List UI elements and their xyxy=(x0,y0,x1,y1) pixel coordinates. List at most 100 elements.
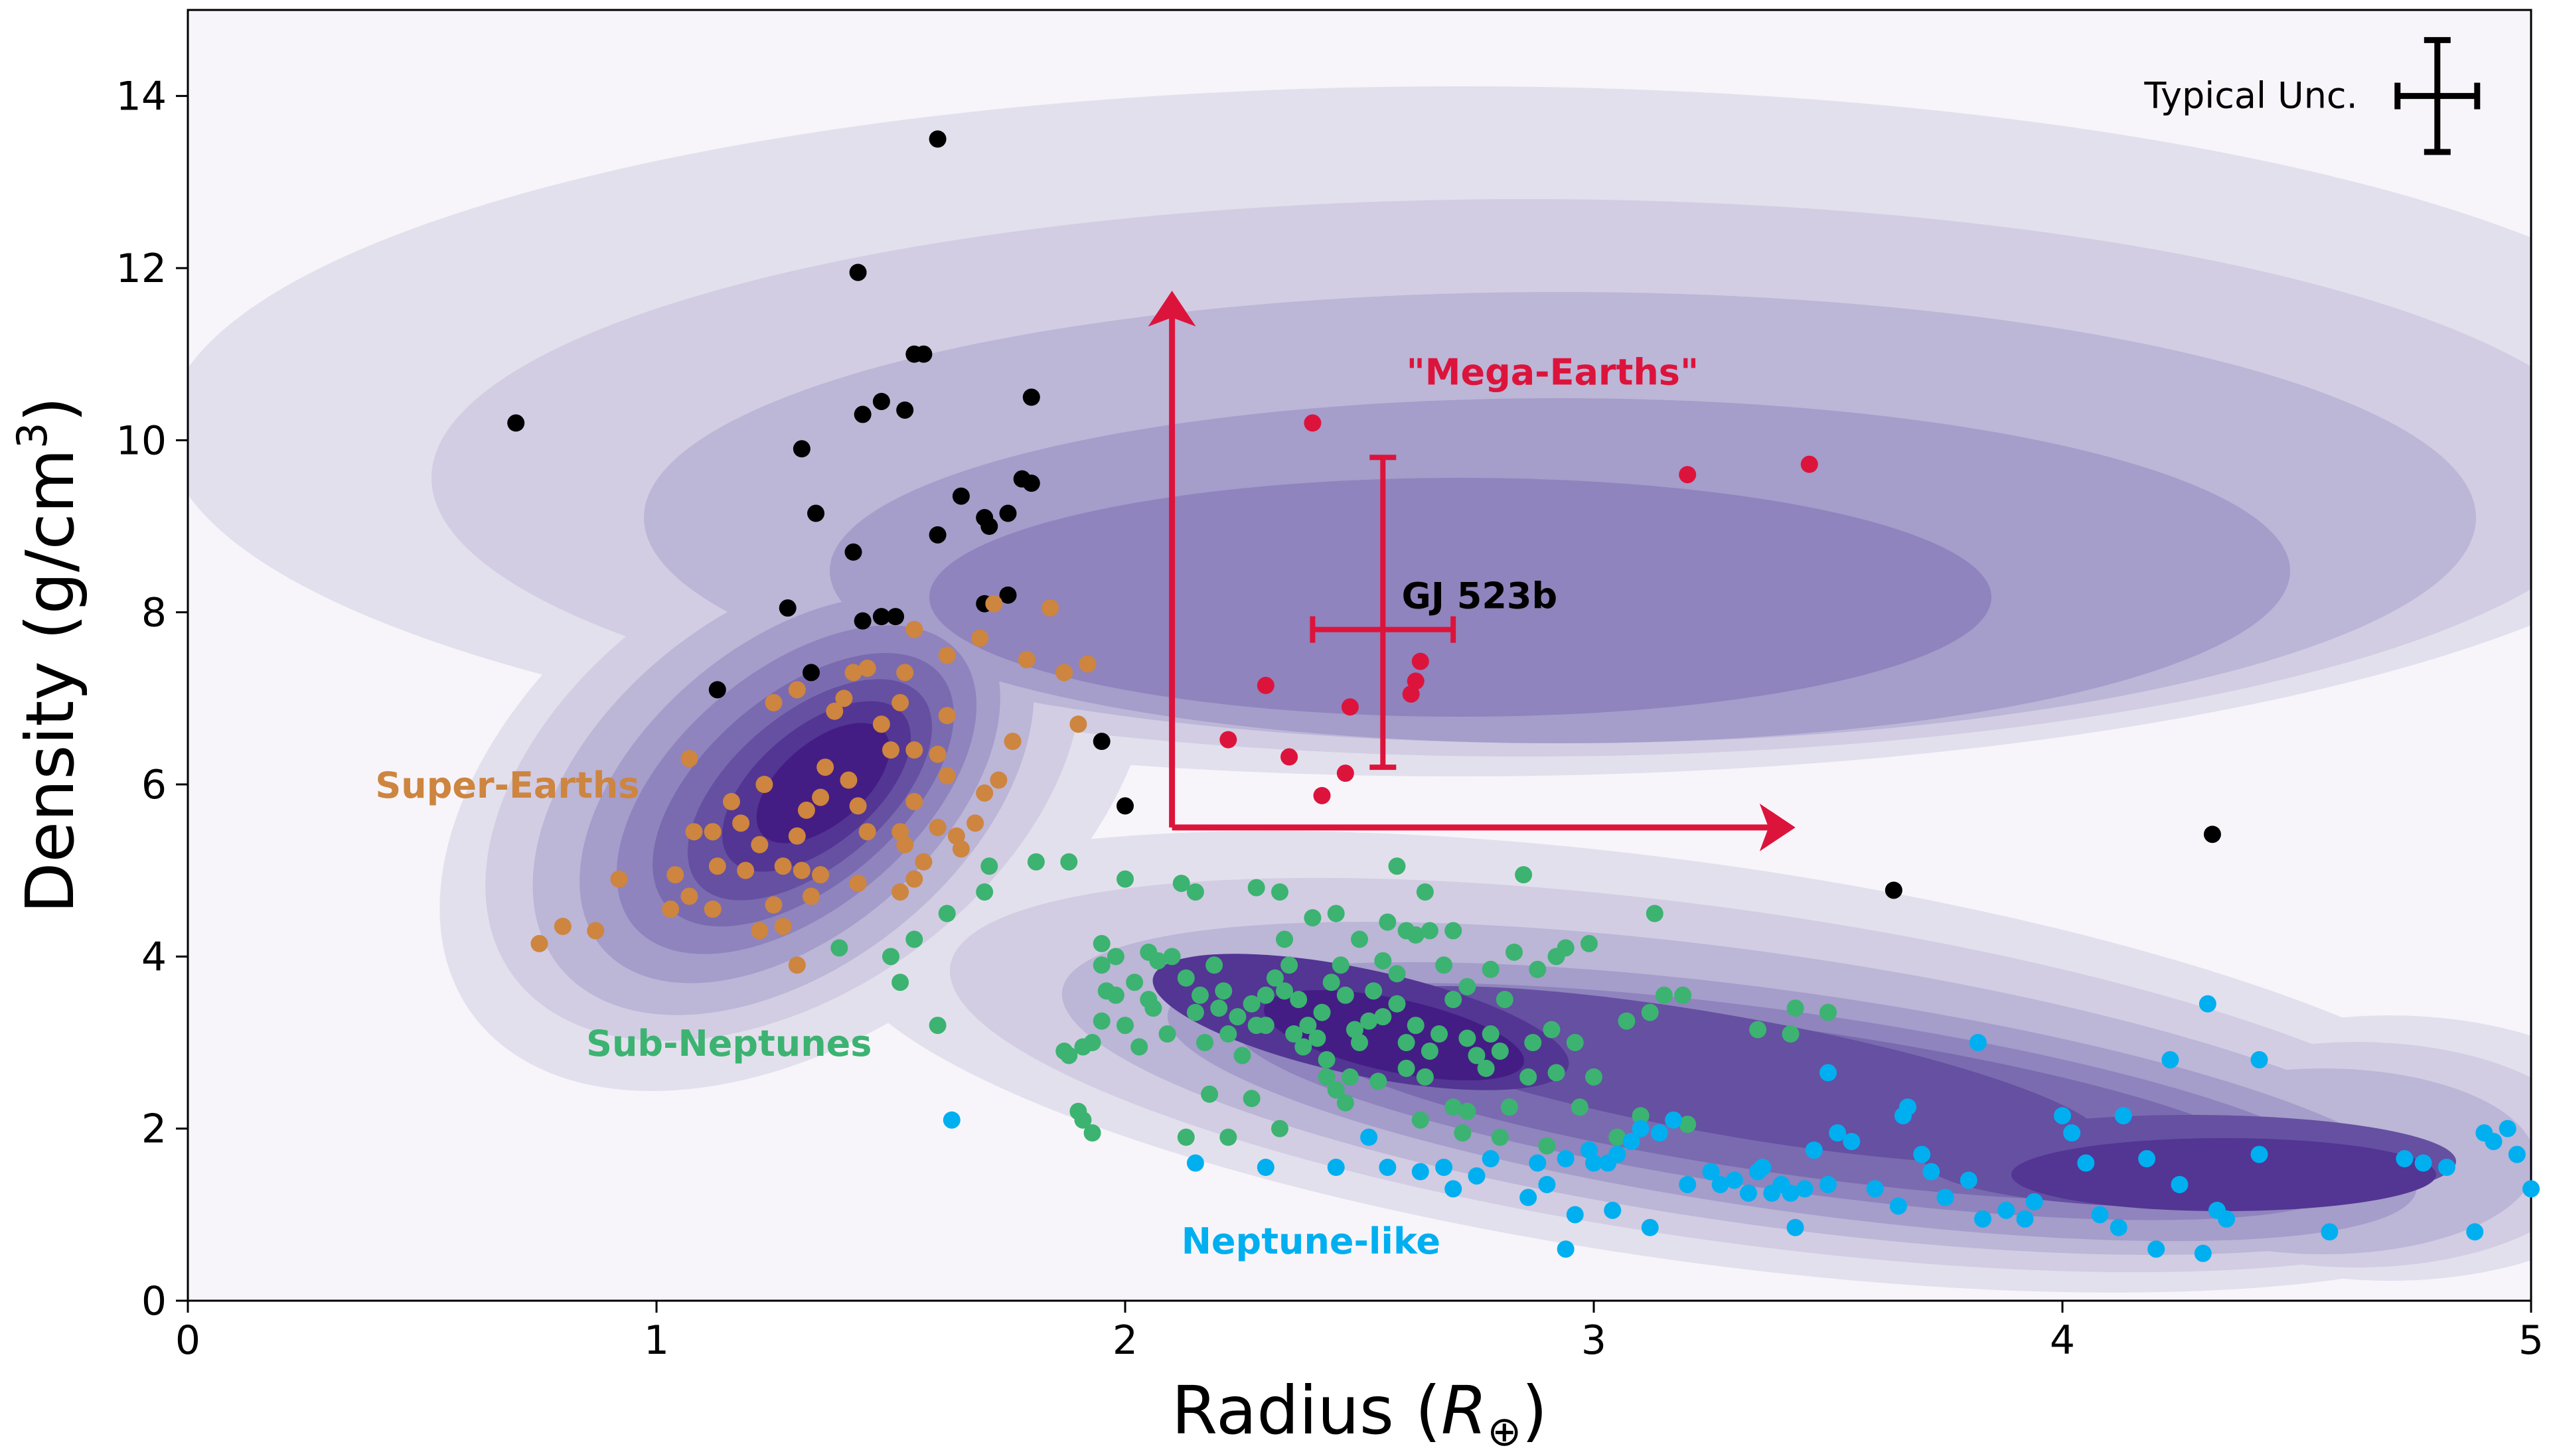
data-point xyxy=(854,405,872,423)
data-point xyxy=(1308,1029,1326,1047)
data-point xyxy=(1018,650,1036,668)
data-point xyxy=(755,776,773,793)
data-point xyxy=(2016,1210,2034,1228)
y-tick-label: 12 xyxy=(116,246,167,292)
data-point xyxy=(1290,991,1308,1009)
data-point xyxy=(2161,1051,2179,1068)
data-point xyxy=(2171,1175,2189,1193)
data-point xyxy=(1585,1154,1602,1172)
data-point xyxy=(1519,1068,1537,1086)
data-point xyxy=(891,693,909,711)
data-point xyxy=(1055,664,1073,682)
data-point xyxy=(826,702,844,720)
data-point xyxy=(812,866,830,884)
data-point xyxy=(1243,995,1261,1013)
data-point xyxy=(1819,1175,1837,1193)
data-point xyxy=(1388,857,1406,875)
data-point xyxy=(2414,1154,2432,1172)
x-tick-label: 4 xyxy=(2050,1317,2075,1364)
data-point xyxy=(1435,956,1453,974)
data-point xyxy=(1843,1133,1861,1151)
data-point xyxy=(1215,982,1233,1000)
data-point xyxy=(1130,1038,1148,1056)
data-point xyxy=(1083,1124,1101,1142)
data-point xyxy=(1233,1047,1251,1064)
y-axis-label: Density (g/cm3) xyxy=(8,396,89,913)
data-point xyxy=(1243,1090,1261,1108)
data-point xyxy=(1093,1012,1111,1030)
data-point xyxy=(1196,1034,1214,1051)
data-point xyxy=(1800,455,1818,473)
data-point xyxy=(1060,1047,1078,1064)
data-point xyxy=(779,599,797,617)
data-point xyxy=(1022,388,1040,406)
data-point xyxy=(1444,1098,1462,1116)
data-point xyxy=(1529,1154,1547,1172)
data-point xyxy=(882,741,899,759)
data-point xyxy=(708,857,726,875)
data-point xyxy=(1786,999,1804,1017)
data-point xyxy=(1257,1017,1274,1035)
data-point xyxy=(1524,1034,1542,1051)
data-point xyxy=(2485,1133,2503,1151)
data-point xyxy=(1411,652,1429,670)
data-point xyxy=(835,690,853,707)
data-point xyxy=(1749,1163,1767,1181)
data-point xyxy=(1069,715,1087,733)
data-point xyxy=(1074,1111,1092,1129)
data-point xyxy=(1580,934,1598,952)
data-point xyxy=(1618,1012,1636,1030)
data-point xyxy=(887,608,905,626)
data-point xyxy=(2054,1107,2071,1125)
data-point xyxy=(1117,870,1134,888)
data-point xyxy=(1346,1021,1363,1039)
data-point xyxy=(854,612,872,630)
data-point xyxy=(812,788,830,806)
data-point xyxy=(2250,1051,2268,1068)
data-point xyxy=(1117,1017,1134,1035)
data-point xyxy=(1435,1159,1453,1177)
data-point xyxy=(680,750,698,768)
data-point xyxy=(2499,1120,2516,1137)
data-point xyxy=(971,629,989,647)
data-point xyxy=(2396,1150,2414,1168)
data-point xyxy=(1679,1116,1697,1133)
data-point xyxy=(1201,1085,1219,1103)
data-point xyxy=(1496,991,1513,1009)
data-point xyxy=(1280,956,1298,974)
data-point xyxy=(2466,1223,2484,1241)
data-point xyxy=(587,922,605,940)
data-point xyxy=(1257,1159,1274,1177)
data-point xyxy=(1247,879,1265,897)
data-point xyxy=(1322,974,1340,991)
data-point xyxy=(732,814,750,832)
data-point xyxy=(1468,1167,1486,1185)
data-point xyxy=(1557,1240,1575,1258)
x-tick-label: 3 xyxy=(1581,1317,1606,1364)
data-point xyxy=(2138,1150,2156,1168)
data-point xyxy=(980,518,998,535)
y-tick-label: 2 xyxy=(141,1106,167,1153)
data-point xyxy=(765,896,783,914)
data-point xyxy=(1351,930,1368,948)
mega-earth-region-arrows xyxy=(1148,290,1796,851)
data-point xyxy=(1219,1128,1237,1146)
data-point xyxy=(2508,1145,2526,1163)
data-point xyxy=(938,646,956,664)
y-tick-label: 0 xyxy=(141,1278,167,1325)
x-tick-label: 5 xyxy=(2518,1317,2544,1364)
data-point xyxy=(708,681,726,699)
scatter-points xyxy=(507,130,2540,1262)
x-axis-ticks: 0 1 2 3 4 5 xyxy=(175,1301,2544,1364)
data-point xyxy=(788,827,806,845)
data-point xyxy=(1177,1128,1195,1146)
data-point xyxy=(1665,1111,1683,1129)
data-point xyxy=(1257,676,1274,694)
axes-frame xyxy=(187,9,2532,1302)
data-point xyxy=(929,1017,947,1035)
data-point xyxy=(793,440,811,458)
data-point xyxy=(872,608,890,626)
data-point xyxy=(1407,1017,1425,1035)
data-point xyxy=(1557,1150,1575,1168)
